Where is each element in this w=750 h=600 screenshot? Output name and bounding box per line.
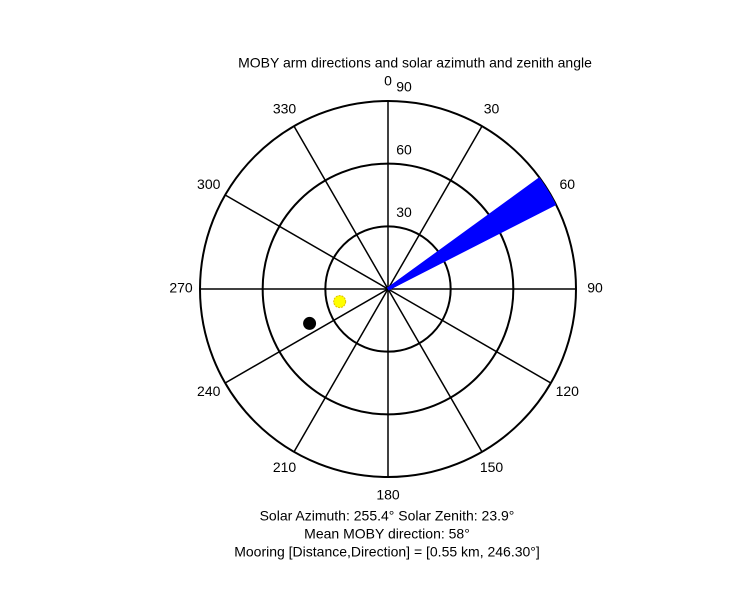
grid-spoke	[387, 288, 552, 384]
annotation: Mean MOBY direction: 58°	[304, 526, 470, 542]
theta-tick-label: 270	[169, 280, 193, 296]
r-tick-label: 60	[396, 141, 412, 157]
theta-tick-label: 90	[587, 280, 603, 296]
r-tick-label: 30	[396, 204, 412, 220]
theta-tick-label: 120	[556, 383, 580, 399]
annotation: Mooring [Distance,Direction] = [0.55 km,…	[234, 544, 540, 560]
theta-tick-label: 180	[376, 487, 400, 503]
theta-tick-label: 240	[197, 383, 221, 399]
theta-tick-label: 0	[384, 73, 392, 89]
marker	[303, 316, 317, 330]
grid-spoke	[293, 125, 389, 290]
arm-ray	[387, 202, 557, 291]
grid-spoke	[224, 194, 389, 290]
chart-title: MOBY arm directions and solar azimuth an…	[238, 55, 592, 71]
grid-spoke	[387, 288, 483, 453]
theta-tick-label: 210	[273, 459, 297, 475]
grid-spoke	[387, 125, 483, 290]
r-tick-label: 90	[396, 79, 412, 95]
theta-tick-label: 300	[197, 176, 221, 192]
theta-tick-label: 150	[480, 459, 504, 475]
theta-tick-label: 30	[484, 100, 500, 116]
grid-spoke	[224, 288, 389, 384]
grid-spoke	[293, 288, 389, 453]
theta-tick-label: 330	[273, 100, 297, 116]
theta-tick-label: 60	[559, 176, 575, 192]
marker	[333, 295, 347, 309]
annotation: Solar Azimuth: 255.4° Solar Zenith: 23.9…	[260, 508, 515, 524]
